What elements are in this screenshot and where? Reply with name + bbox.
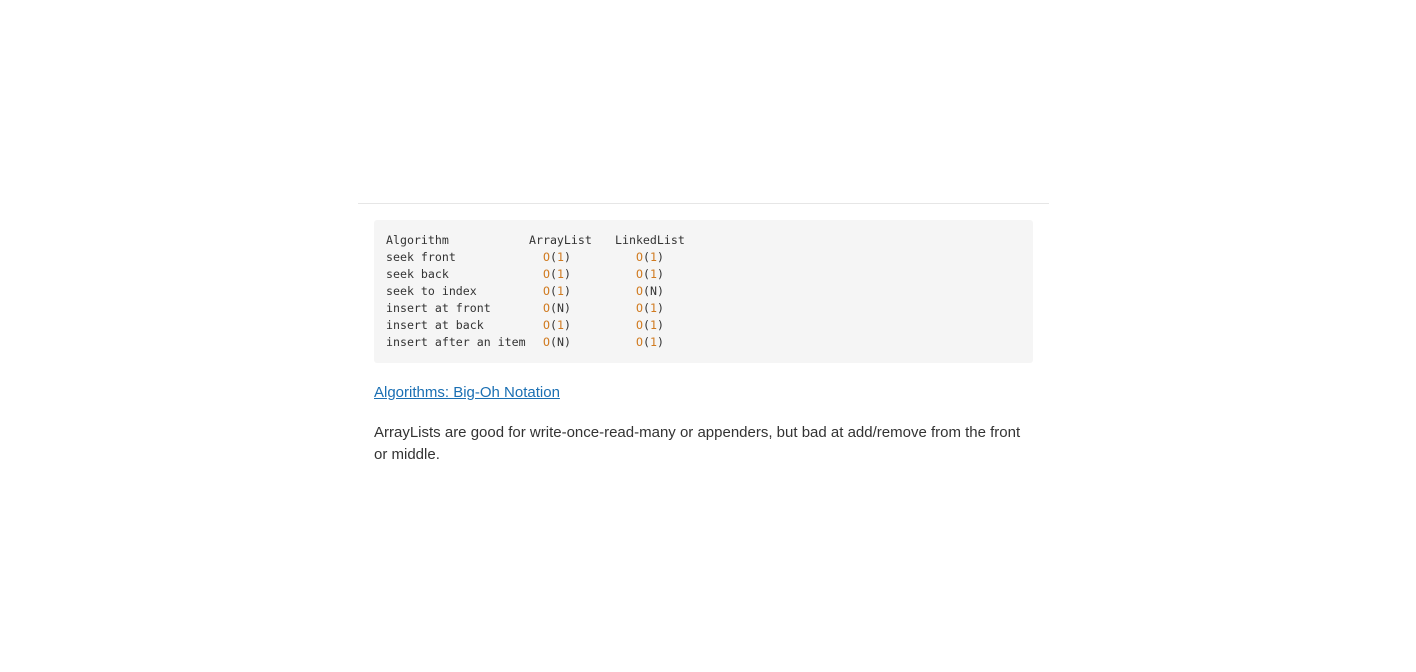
row-arraylist-complexity: O(1): [543, 284, 571, 298]
row-arraylist-complexity: O(N): [543, 335, 571, 349]
row-linkedlist-complexity: O(N): [636, 284, 664, 298]
row-linkedlist-complexity-value: 1: [649, 250, 657, 264]
summary-paragraph: ArrayLists are good for write-once-read-…: [374, 424, 1021, 463]
complexity-code-block: Algorithm ArrayList LinkedList seek fron…: [374, 220, 1033, 363]
row-algorithm: seek front: [386, 250, 456, 264]
row-arraylist-complexity: O(1): [543, 318, 571, 332]
row-linkedlist-complexity: O(1): [636, 267, 664, 281]
row-arraylist-complexity-value: 1: [556, 250, 564, 264]
row-arraylist-complexity-value: N: [556, 301, 564, 315]
row-algorithm: insert after an item: [386, 335, 526, 349]
row-arraylist-complexity-value: N: [556, 335, 564, 349]
code-row: insert at front O(N) O(1): [386, 300, 1021, 317]
code-header-row: Algorithm ArrayList LinkedList: [386, 232, 1021, 249]
row-arraylist-complexity-value: 1: [556, 284, 564, 298]
row-arraylist-complexity: O(1): [543, 250, 571, 264]
row-linkedlist-complexity-value: 1: [649, 318, 657, 332]
code-row: seek to index O(1) O(N): [386, 283, 1021, 300]
article-content: Algorithm ArrayList LinkedList seek fron…: [374, 220, 1033, 466]
row-algorithm: insert at back: [386, 318, 484, 332]
row-linkedlist-complexity-value: 1: [649, 267, 657, 281]
row-algorithm: seek to index: [386, 284, 477, 298]
header-linkedlist: LinkedList: [615, 233, 685, 247]
header-arraylist: ArrayList: [529, 233, 592, 247]
row-linkedlist-complexity: O(1): [636, 318, 664, 332]
horizontal-divider: [358, 203, 1049, 204]
row-algorithm: seek back: [386, 267, 449, 281]
row-linkedlist-complexity-value: 1: [649, 301, 657, 315]
code-row: insert after an item O(N) O(1): [386, 334, 1021, 351]
big-oh-notation-link[interactable]: Algorithms: Big-Oh Notation: [374, 384, 560, 401]
row-algorithm: insert at front: [386, 301, 491, 315]
row-linkedlist-complexity-value: N: [649, 284, 657, 298]
code-row: seek back O(1) O(1): [386, 266, 1021, 283]
row-arraylist-complexity: O(N): [543, 301, 571, 315]
row-arraylist-complexity-value: 1: [556, 318, 564, 332]
row-linkedlist-complexity: O(1): [636, 250, 664, 264]
row-linkedlist-complexity: O(1): [636, 301, 664, 315]
row-arraylist-complexity-value: 1: [556, 267, 564, 281]
row-arraylist-complexity: O(1): [543, 267, 571, 281]
code-row: insert at back O(1) O(1): [386, 317, 1021, 334]
code-row: seek front O(1) O(1): [386, 249, 1021, 266]
row-linkedlist-complexity: O(1): [636, 335, 664, 349]
header-algorithm: Algorithm: [386, 233, 449, 247]
row-linkedlist-complexity-value: 1: [649, 335, 657, 349]
